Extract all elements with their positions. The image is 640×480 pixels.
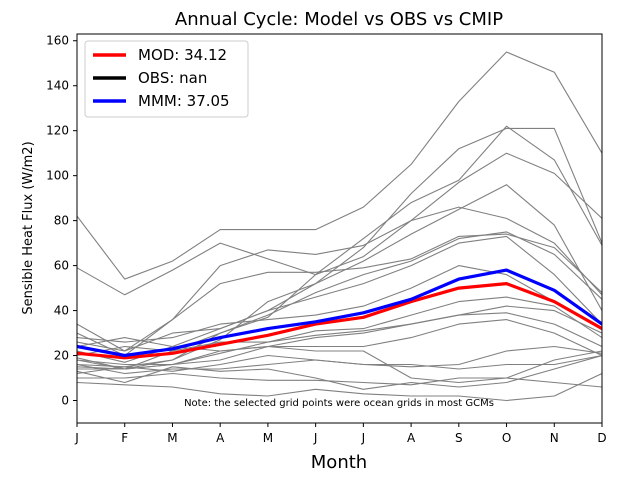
y-tick-label: 0 bbox=[61, 394, 69, 408]
legend-label: MOD: 34.12 bbox=[138, 46, 227, 64]
series-line-gcm-4 bbox=[77, 233, 602, 357]
x-tick-label: O bbox=[502, 431, 511, 445]
x-tick-label: J bbox=[361, 431, 366, 445]
plot-frame bbox=[76, 33, 603, 424]
x-axis-label: Month bbox=[311, 452, 367, 473]
x-tick-label: J bbox=[74, 431, 79, 445]
x-tick-label: A bbox=[216, 431, 225, 445]
legend-label: MMM: 37.05 bbox=[138, 92, 230, 110]
y-tick-label: 60 bbox=[54, 259, 69, 273]
series-layer bbox=[77, 51, 602, 402]
x-tick-label: S bbox=[455, 431, 463, 445]
y-tick-label: 120 bbox=[46, 124, 69, 138]
chart-note: Note: the selected grid points were ocea… bbox=[184, 398, 494, 409]
y-tick-label: 20 bbox=[54, 349, 69, 363]
series-line-gcm-11 bbox=[77, 296, 602, 366]
series-line-gcm-18 bbox=[77, 372, 602, 388]
y-tick-label: 140 bbox=[46, 79, 69, 93]
series-line-gcm-13 bbox=[77, 319, 602, 357]
series-line-gcm-6 bbox=[77, 127, 602, 352]
x-tick-label: D bbox=[597, 431, 606, 445]
y-tick-label: 80 bbox=[54, 214, 69, 228]
series-line-gcm-1 bbox=[77, 51, 602, 280]
series-line-gcm-19 bbox=[77, 305, 602, 370]
x-tick-label: A bbox=[407, 431, 416, 445]
series-line-mod bbox=[77, 282, 602, 360]
x-tick-label: J bbox=[313, 431, 318, 445]
legend-box bbox=[84, 40, 249, 118]
y-axis-label: Sensible Heat Flux (W/m2) bbox=[21, 141, 36, 314]
series-line-gcm-7 bbox=[77, 184, 602, 368]
x-tick-label: N bbox=[550, 431, 559, 445]
y-axis: 0 20 40 60 80 100 120 140 160 bbox=[46, 34, 77, 408]
x-tick-label: M bbox=[167, 431, 177, 445]
series-line-gcm-3 bbox=[77, 206, 602, 352]
series-line-mmm bbox=[77, 268, 602, 358]
legend-label: OBS: nan bbox=[138, 69, 207, 87]
x-tick-label: F bbox=[121, 431, 128, 445]
y-tick-label: 160 bbox=[46, 34, 69, 48]
y-tick-label: 40 bbox=[54, 304, 69, 318]
series-line-gcm-20 bbox=[77, 354, 602, 375]
legend: MOD: 34.12 OBS: nan MMM: 37.05 bbox=[84, 40, 249, 118]
chart-title: Annual Cycle: Model vs OBS vs CMIP bbox=[175, 9, 503, 30]
series-line-gcm-17 bbox=[77, 372, 602, 402]
series-line-gcm-10 bbox=[77, 265, 602, 343]
x-tick-label: M bbox=[263, 431, 273, 445]
y-tick-label: 100 bbox=[46, 169, 69, 183]
series-line-gcm-16 bbox=[77, 354, 602, 390]
